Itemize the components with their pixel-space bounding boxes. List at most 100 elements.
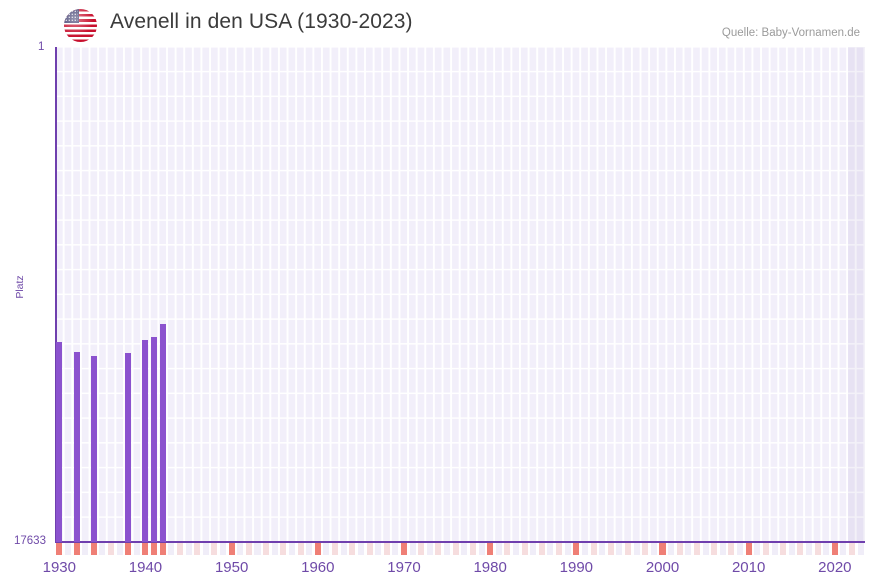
x-axis-tick	[711, 543, 718, 555]
x-axis-tick	[99, 543, 106, 555]
x-axis-tick	[426, 543, 433, 555]
x-axis-tick	[823, 543, 830, 555]
bar[interactable]	[159, 324, 166, 542]
x-axis-tick	[176, 543, 183, 555]
x-axis-tick	[280, 543, 287, 555]
x-axis-tick	[780, 543, 787, 555]
bar[interactable]	[142, 339, 149, 542]
x-axis-tick	[461, 543, 468, 555]
bar[interactable]	[125, 352, 132, 542]
x-axis-tick	[556, 543, 563, 555]
x-axis-tick	[349, 543, 356, 555]
x-axis-tick	[90, 543, 97, 555]
x-axis-tick	[521, 543, 528, 555]
flag-canton	[64, 9, 79, 23]
x-axis-tick	[288, 543, 295, 555]
x-axis-tick	[754, 543, 761, 555]
y-axis-line	[55, 47, 57, 542]
x-axis-tick	[607, 543, 614, 555]
plot-gridlines	[55, 47, 865, 542]
x-axis-tick	[237, 543, 244, 555]
x-axis-tick	[64, 543, 71, 555]
x-axis-tick	[668, 543, 675, 555]
x-axis-tick	[581, 543, 588, 555]
x-axis-tick	[452, 543, 459, 555]
x-axis-tick	[82, 543, 89, 555]
x-axis-tick	[797, 543, 804, 555]
x-axis-tick	[719, 543, 726, 555]
bar[interactable]	[151, 337, 158, 542]
x-axis-tick	[142, 543, 149, 555]
x-axis-tick	[133, 543, 140, 555]
x-axis-tick	[469, 543, 476, 555]
x-axis-tick	[418, 543, 425, 555]
x-axis-tick	[573, 543, 580, 555]
x-axis-tick	[211, 543, 218, 555]
y-axis-tick-top: 1	[38, 41, 45, 53]
x-axis-tick	[599, 543, 606, 555]
x-axis-label: 2000	[645, 559, 680, 576]
x-axis-tick	[357, 543, 364, 555]
x-axis-tick	[314, 543, 321, 555]
x-axis-tick	[116, 543, 123, 555]
x-axis-label: 2020	[818, 559, 852, 576]
x-axis-tick	[616, 543, 623, 555]
x-axis-tick	[737, 543, 744, 555]
x-axis-tick	[564, 543, 571, 555]
x-axis-tick	[435, 543, 442, 555]
x-axis-tick	[857, 543, 864, 555]
x-axis-tick	[263, 543, 270, 555]
x-axis-tick	[849, 543, 856, 555]
x-axis-tick	[332, 543, 339, 555]
x-axis-tick	[728, 543, 735, 555]
x-axis-tick	[840, 543, 847, 555]
x-axis-tick	[814, 543, 821, 555]
x-axis-line	[55, 541, 865, 543]
x-axis-label: 1970	[387, 559, 421, 576]
x-axis-tick	[228, 543, 235, 555]
x-axis-tick	[254, 543, 261, 555]
x-axis-tick	[693, 543, 700, 555]
x-axis-label: 1980	[473, 559, 507, 576]
x-axis-tick	[220, 543, 227, 555]
bar[interactable]	[73, 352, 80, 542]
x-axis-tick	[297, 543, 304, 555]
page-title: Avenell in den USA (1930-2023)	[110, 10, 413, 33]
x-axis-tick	[530, 543, 537, 555]
bar[interactable]	[56, 341, 63, 542]
x-axis-label: 1930	[42, 559, 76, 576]
bar[interactable]	[90, 355, 97, 542]
x-axis-tick	[504, 543, 511, 555]
x-axis-tick	[538, 543, 545, 555]
x-axis-tick	[676, 543, 683, 555]
x-axis-tick	[659, 543, 666, 555]
x-axis-tick	[513, 543, 520, 555]
x-axis-tick	[245, 543, 252, 555]
x-axis-label: 1950	[214, 559, 249, 576]
x-axis-tick	[400, 543, 407, 555]
x-axis-tick	[323, 543, 330, 555]
x-axis-tick	[383, 543, 390, 555]
x-axis-label: 1990	[559, 559, 594, 576]
x-axis-label: 1940	[128, 559, 163, 576]
x-axis-tick	[487, 543, 494, 555]
x-axis-tick	[685, 543, 692, 555]
x-axis-tick	[788, 543, 795, 555]
x-axis-tick	[625, 543, 632, 555]
x-axis-tick	[633, 543, 640, 555]
x-axis-tick	[168, 543, 175, 555]
y-axis-tick-bottom: 17633	[14, 535, 46, 547]
x-axis-tick	[771, 543, 778, 555]
source-attribution: Quelle: Baby-Vornamen.de	[721, 27, 860, 39]
x-axis-tick	[56, 543, 63, 555]
x-axis-tick	[306, 543, 313, 555]
x-axis-tick	[650, 543, 657, 555]
x-axis-label: 2010	[731, 559, 766, 576]
y-axis-title: Platz	[14, 275, 26, 299]
x-axis-tick	[271, 543, 278, 555]
flag-gloss	[64, 9, 97, 42]
x-axis-tick	[194, 543, 201, 555]
x-axis-tick	[444, 543, 451, 555]
x-axis-tick	[478, 543, 485, 555]
